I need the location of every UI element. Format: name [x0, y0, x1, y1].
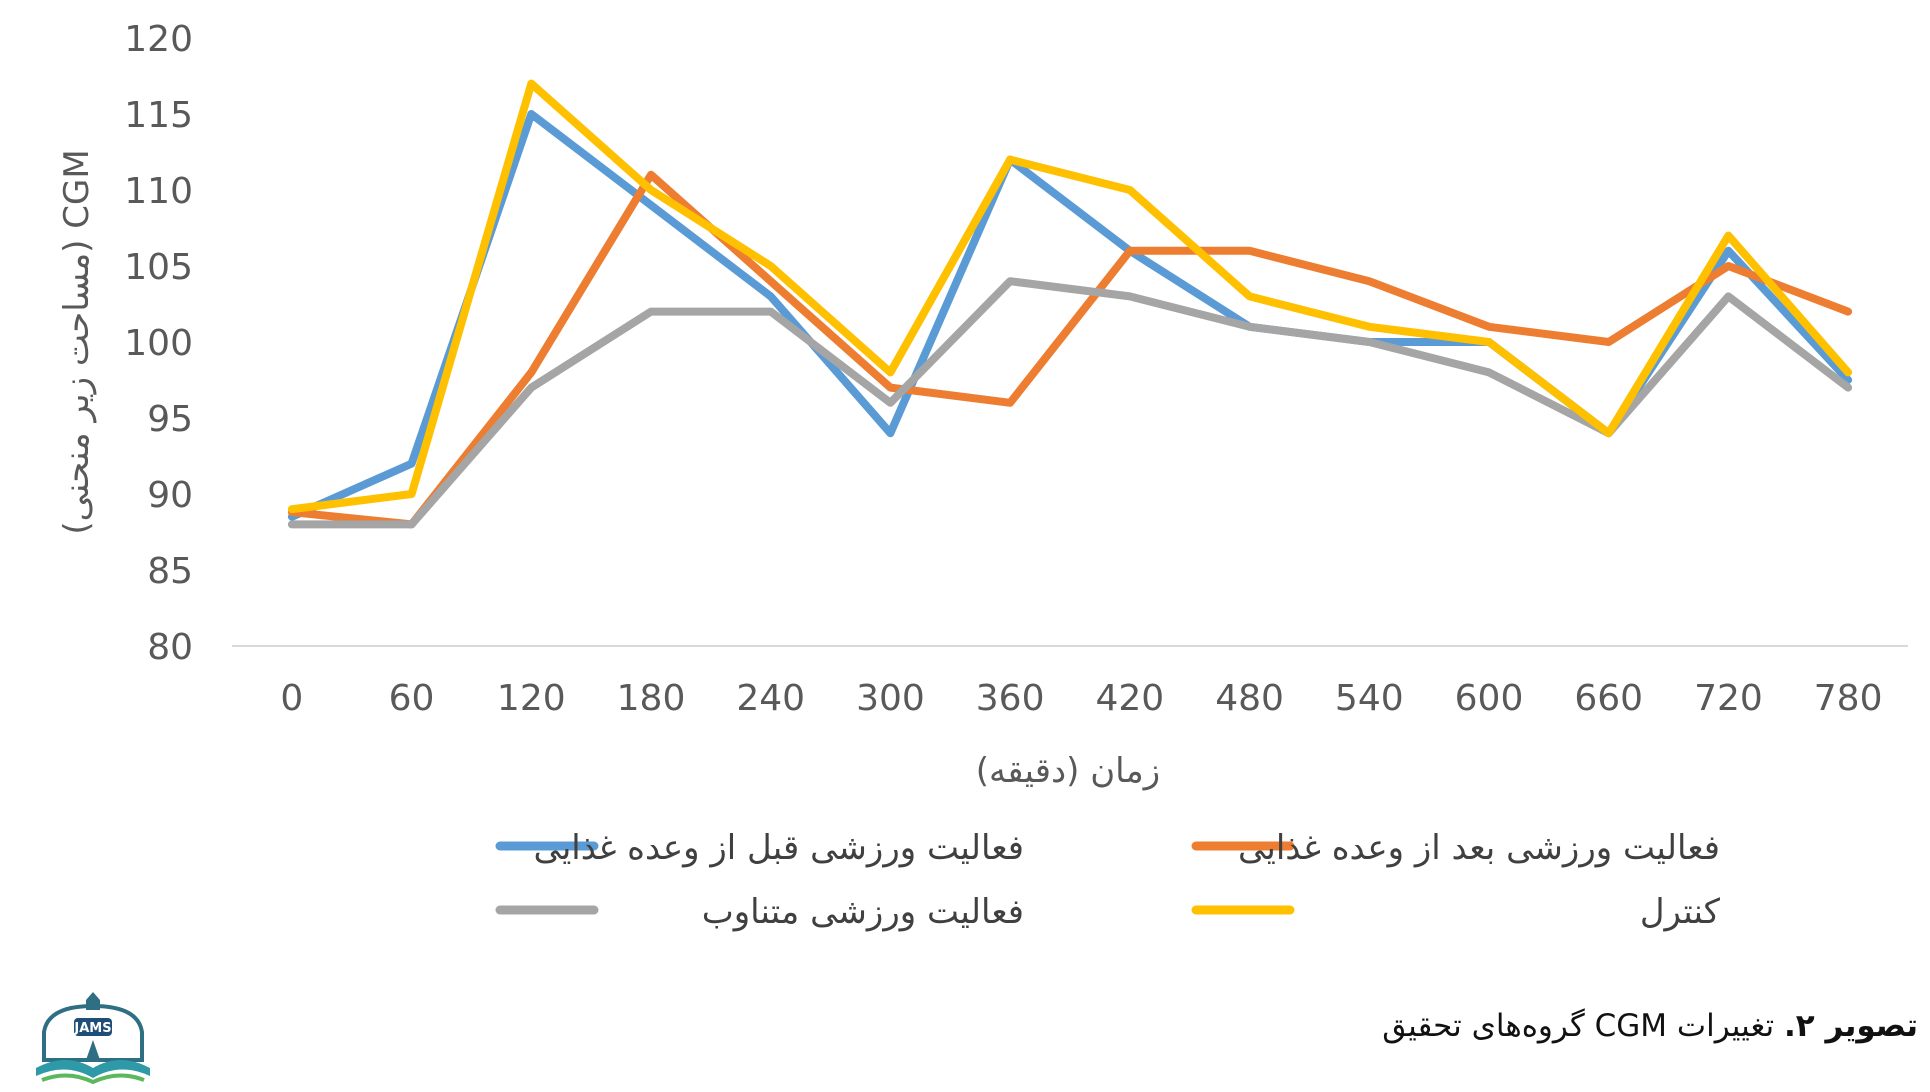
y-tick-label: 80: [147, 627, 193, 668]
x-tick-label: 660: [1574, 678, 1643, 719]
x-tick-label: 420: [1095, 678, 1164, 719]
x-tick-label: 600: [1455, 678, 1524, 719]
x-tick-label: 300: [856, 678, 925, 719]
legend-label-3: فعالیت ورزشی متناوب: [702, 892, 1024, 932]
y-tick-label: 100: [124, 323, 193, 364]
caption-label: تصویر ۲.: [1783, 1008, 1918, 1044]
x-tick-label: 360: [976, 678, 1045, 719]
x-tick-label: 480: [1215, 678, 1284, 719]
chart-legend: فعالیت ورزشی قبل از وعده غذایی فعالیت ورز…: [495, 828, 1721, 932]
y-tick-label: 90: [147, 475, 193, 516]
series-line-3: [287, 277, 1853, 529]
legend-label-4: کنترل: [1640, 892, 1721, 932]
y-tick-label: 85: [147, 551, 193, 592]
x-tick-label: 0: [280, 678, 303, 719]
y-tick-label: 115: [124, 95, 193, 136]
series-line-2: [287, 170, 1853, 529]
figure-caption: تصویر ۲. تغییرات CGM گروه‌های تحقیق: [1382, 1008, 1918, 1044]
series-line-4: [287, 79, 1853, 514]
x-tick-label: 540: [1335, 678, 1404, 719]
series-lines: [287, 79, 1853, 529]
x-tick-label: 780: [1814, 678, 1883, 719]
logo-text: JAMS: [73, 1021, 111, 1036]
x-tick-label: 240: [736, 678, 805, 719]
caption-text: تغییرات CGM گروه‌های تحقیق: [1382, 1008, 1775, 1044]
jams-logo: JAMS: [36, 992, 150, 1085]
cgm-line-chart: 80 85 90 95 100 105 110 115 120 0 60 120 180 240 300 3…: [57, 19, 1908, 932]
x-tick-label: 180: [617, 678, 686, 719]
legend-label-2: فعالیت ورزشی بعد از وعده غذایی: [1238, 828, 1720, 868]
x-tick-label: 720: [1694, 678, 1763, 719]
legend-label-1: فعالیت ورزشی قبل از وعده غذایی: [533, 828, 1024, 868]
x-tick-label: 120: [497, 678, 566, 719]
x-tick-label: 60: [389, 678, 435, 719]
y-axis-ticks: 80 85 90 95 100 105 110 115 120: [124, 19, 193, 668]
y-tick-label: 95: [147, 399, 193, 440]
y-tick-label: 105: [124, 247, 193, 288]
x-axis-ticks: 0 60 120 180 240 300 360 420 480 540 600 660 720 780: [280, 678, 1882, 719]
y-tick-label: 120: [124, 19, 193, 60]
y-tick-label: 110: [124, 171, 193, 212]
y-axis-title: CGM (مساحت زیر منحنی): [57, 149, 97, 534]
x-axis-title: زمان (دقیقه): [976, 751, 1160, 791]
